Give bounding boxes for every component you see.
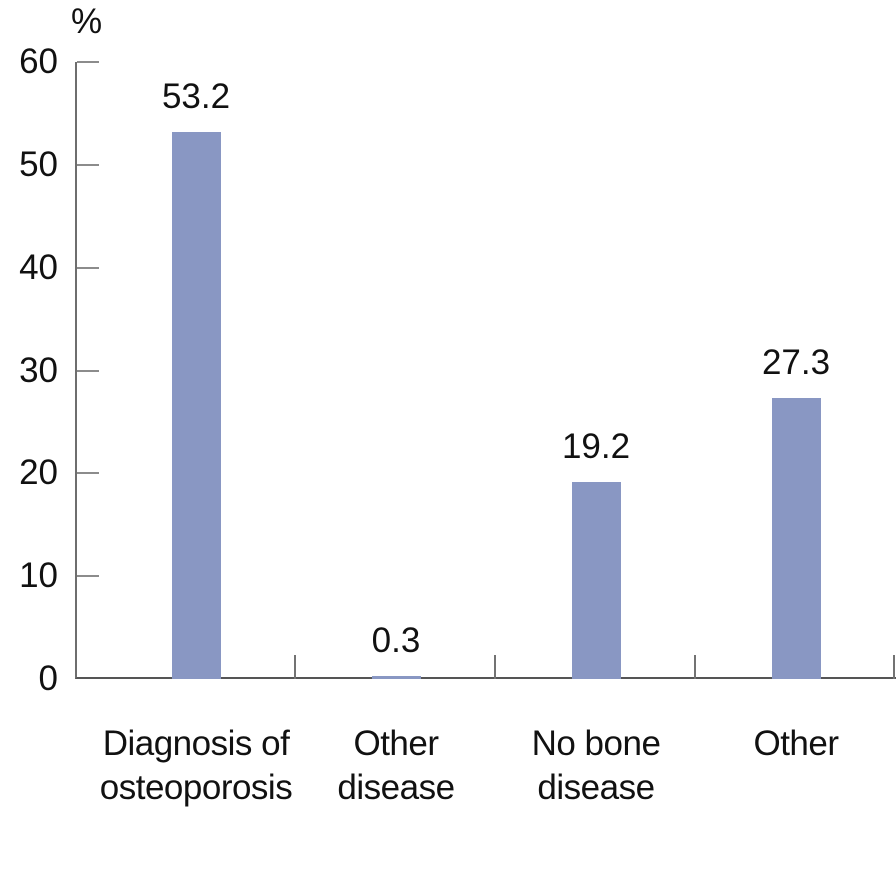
category-label-line: osteoporosis: [99, 768, 293, 807]
y-axis-tick-label: 0: [38, 659, 58, 698]
category-separator-tick: [294, 655, 296, 679]
category-separator-tick: [494, 655, 496, 679]
y-axis-tick-mark: [77, 266, 99, 269]
category-label: Diagnosis of osteoporosis: [96, 722, 296, 810]
category-label-line: Other: [753, 724, 839, 763]
bar-value-label: 53.2: [161, 77, 231, 116]
y-axis-tick-label: 20: [19, 453, 58, 493]
bar-2: [371, 676, 421, 679]
category-label: Other: [696, 722, 896, 766]
y-axis-unit-label: %: [71, 2, 103, 41]
y-axis-tick-label: 40: [19, 247, 58, 287]
bar-4: [771, 398, 821, 679]
y-axis-tick-mark: [77, 61, 99, 63]
category-separator-tick: [694, 655, 696, 679]
category-label-line: Other: [353, 724, 439, 763]
category-separator-tick: [893, 655, 895, 679]
category-label-line: No bone: [531, 724, 661, 763]
category-label: No bone disease: [496, 722, 696, 810]
category-label-line: disease: [337, 768, 455, 807]
y-axis-tick-label: 10: [19, 556, 58, 596]
y-axis-tick-label: 60: [19, 42, 58, 81]
bar-value-label: 27.3: [761, 343, 831, 382]
category-label-line: Diagnosis of: [102, 724, 290, 763]
y-axis-tick-label: 30: [19, 350, 58, 390]
y-axis-tick-mark: [77, 575, 99, 578]
bar-3: [571, 482, 621, 679]
category-label: Other disease: [296, 722, 496, 810]
y-axis-tick-mark: [77, 163, 99, 166]
y-axis-tick-mark: [77, 369, 99, 372]
bar-value-label: 19.2: [561, 427, 631, 466]
y-axis-tick-label: 50: [19, 144, 58, 184]
bar-value-label: 0.3: [371, 621, 421, 660]
y-axis-tick-mark: [77, 472, 99, 475]
bar-1: [171, 132, 221, 679]
plot-area: [75, 62, 896, 679]
category-label-line: disease: [537, 768, 655, 807]
